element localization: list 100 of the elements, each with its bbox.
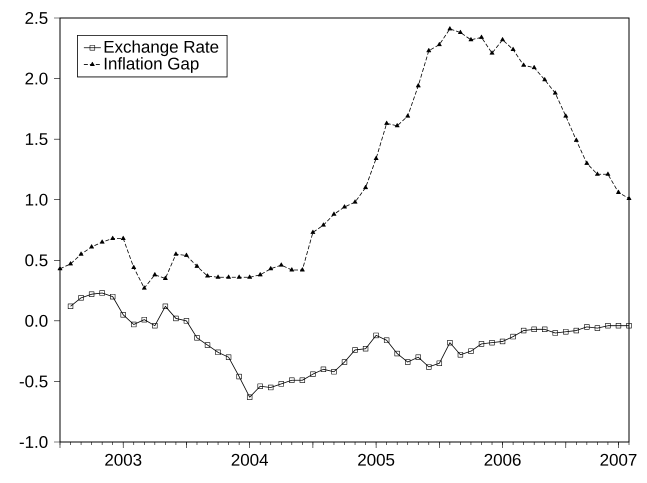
y-tick-label: 2.5 <box>25 12 48 24</box>
point <box>416 83 421 88</box>
y-tick-label: 0.0 <box>25 314 48 327</box>
x-tick-label: 2007 <box>600 454 636 466</box>
point <box>384 120 390 125</box>
point <box>131 322 136 328</box>
point <box>479 34 484 39</box>
point <box>174 252 178 256</box>
point <box>278 262 284 267</box>
point <box>605 323 611 328</box>
point <box>320 366 326 372</box>
point <box>331 369 337 374</box>
point <box>68 304 74 310</box>
point <box>542 77 548 82</box>
point <box>468 348 474 354</box>
point <box>131 264 136 270</box>
point <box>89 244 94 248</box>
point <box>521 62 526 67</box>
point <box>606 172 610 176</box>
point <box>574 138 579 142</box>
point <box>362 346 368 352</box>
point <box>258 272 263 276</box>
point <box>490 50 494 55</box>
point <box>226 274 231 279</box>
x-tick-label: 2003 <box>105 454 142 466</box>
point <box>458 30 463 34</box>
point <box>68 261 73 266</box>
point <box>468 37 474 42</box>
point <box>162 304 168 310</box>
point <box>436 360 442 366</box>
point <box>552 90 558 95</box>
point <box>394 123 400 128</box>
point <box>552 330 558 336</box>
point <box>626 323 632 328</box>
point <box>500 37 505 42</box>
point <box>78 252 84 256</box>
point <box>510 46 516 51</box>
point <box>120 236 126 240</box>
point <box>100 239 105 244</box>
y-tick-label: 1.5 <box>26 133 48 146</box>
point <box>363 184 368 190</box>
point <box>584 324 590 330</box>
point <box>426 48 432 52</box>
point <box>258 384 263 389</box>
point <box>278 381 284 387</box>
point <box>616 323 622 328</box>
point <box>595 172 600 176</box>
point <box>184 318 190 324</box>
y-tick-label: -1.0 <box>20 436 48 448</box>
point <box>78 295 84 301</box>
point <box>300 378 306 383</box>
point <box>563 329 568 334</box>
point <box>246 394 252 400</box>
point <box>458 352 464 358</box>
point <box>194 335 200 341</box>
point <box>310 371 316 377</box>
point <box>563 113 568 118</box>
point <box>531 326 537 332</box>
x-tick-label: 2005 <box>358 454 394 466</box>
point <box>426 364 432 370</box>
point <box>300 267 305 272</box>
point <box>236 374 242 380</box>
point <box>405 359 410 365</box>
point <box>152 323 158 328</box>
point <box>321 222 326 227</box>
x-tick-label: 2006 <box>484 454 521 466</box>
point <box>448 26 452 30</box>
point <box>594 325 600 331</box>
point <box>374 156 378 160</box>
legend-label: Exchange Rate <box>104 40 218 56</box>
point <box>110 236 116 240</box>
point <box>510 334 516 340</box>
point <box>194 264 200 268</box>
point <box>532 64 537 70</box>
point <box>163 276 168 280</box>
point <box>500 338 506 344</box>
point <box>58 266 62 270</box>
point <box>289 267 294 272</box>
point <box>384 338 390 343</box>
point <box>616 190 621 194</box>
point <box>152 272 158 276</box>
point <box>120 312 126 318</box>
point <box>542 326 548 332</box>
point <box>216 274 220 279</box>
point <box>478 341 484 347</box>
y-tick-label: 1.0 <box>26 194 48 206</box>
point <box>268 384 274 390</box>
point <box>352 347 358 353</box>
point <box>99 290 105 296</box>
point <box>416 354 421 360</box>
point <box>215 350 221 356</box>
point <box>205 273 210 278</box>
point <box>520 328 526 334</box>
point <box>342 204 347 208</box>
point <box>289 378 295 383</box>
point <box>226 354 232 360</box>
point <box>574 328 580 334</box>
point <box>405 113 410 118</box>
point <box>204 342 210 348</box>
point <box>332 212 336 216</box>
